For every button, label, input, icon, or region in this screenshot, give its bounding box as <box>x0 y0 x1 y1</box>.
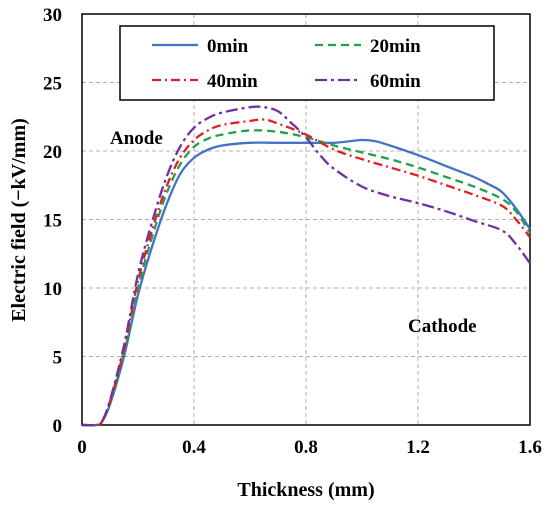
y-tick-label: 0 <box>53 416 63 437</box>
x-axis-title: Thickness (mm) <box>237 479 374 501</box>
x-tick-label: 1.2 <box>406 437 430 458</box>
y-tick-label: 25 <box>43 74 62 95</box>
x-tick-label: 1.6 <box>518 437 542 458</box>
series-layer <box>81 105 531 427</box>
y-tick-label: 5 <box>53 348 63 369</box>
x-tick-label: 0.8 <box>294 437 318 458</box>
cathode-annotation: Cathode <box>408 316 477 337</box>
legend: 0min 20min 40min 60min <box>119 25 495 101</box>
y-tick-labels: 0 5 10 15 20 25 30 <box>43 5 62 437</box>
x-tick-label: 0 <box>77 437 87 458</box>
y-tick-label: 20 <box>43 142 62 163</box>
x-tick-labels: 0 0.4 0.8 1.2 1.6 <box>77 437 542 458</box>
legend-label-40min: 40min <box>207 71 258 92</box>
series-line-20min <box>81 129 531 427</box>
anode-annotation: Anode <box>110 128 163 149</box>
plot-frame <box>81 13 531 426</box>
legend-label-20min: 20min <box>370 36 421 57</box>
legend-label-60min: 60min <box>370 71 421 92</box>
series-line-60min <box>81 105 531 427</box>
y-tick-label: 10 <box>43 279 62 300</box>
legend-box <box>119 25 495 101</box>
y-tick-label: 15 <box>43 211 62 232</box>
y-tick-label: 30 <box>43 5 62 26</box>
legend-label-0min: 0min <box>207 36 249 57</box>
x-tick-label: 0.4 <box>182 437 206 458</box>
y-axis-title: Electric field (−kV/mm) <box>8 118 30 322</box>
